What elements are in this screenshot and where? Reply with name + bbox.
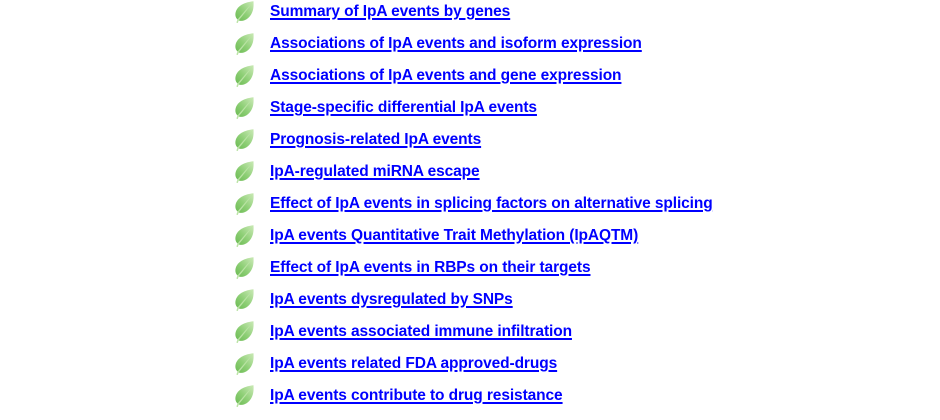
list-item-link[interactable]: Prognosis-related IpA events — [270, 131, 482, 148]
list-item[interactable]: Associations of IpA events and gene expr… — [232, 60, 622, 92]
list-item[interactable]: IpA events related FDA approved-drugs — [232, 348, 557, 380]
list-item[interactable]: IpA events contribute to drug resistance — [232, 380, 563, 412]
list-item-link[interactable]: Associations of IpA events and gene expr… — [270, 67, 622, 84]
list-item-link[interactable]: Effect of IpA events in splicing factors… — [270, 195, 713, 212]
list-item[interactable]: IpA events dysregulated by SNPs — [232, 284, 513, 316]
list-item[interactable]: Summary of IpA events by genes — [232, 0, 510, 28]
list-item-link[interactable]: Effect of IpA events in RBPs on their ta… — [270, 259, 591, 276]
list-item[interactable]: IpA events Quantitative Trait Methylatio… — [232, 220, 638, 252]
leaf-icon — [232, 159, 258, 185]
leaf-icon — [232, 383, 258, 409]
list-item[interactable]: Effect of IpA events in splicing factors… — [232, 188, 713, 220]
list-item-link[interactable]: IpA events related FDA approved-drugs — [270, 355, 558, 372]
leaf-icon — [232, 63, 258, 89]
list-item[interactable]: IpA-regulated miRNA escape — [232, 156, 480, 188]
leaf-icon — [232, 255, 258, 281]
list-item-link[interactable]: Associations of IpA events and isoform e… — [270, 35, 642, 52]
leaf-icon — [232, 351, 258, 377]
leaf-icon — [232, 31, 258, 57]
list-item-link[interactable]: IpA events Quantitative Trait Methylatio… — [270, 227, 639, 244]
leaf-icon — [232, 191, 258, 217]
list-item-link[interactable]: IpA events contribute to drug resistance — [270, 387, 563, 404]
list-item-link[interactable]: IpA events dysregulated by SNPs — [270, 291, 513, 308]
leaf-icon — [232, 287, 258, 313]
leaf-icon — [232, 95, 258, 121]
leaf-icon — [232, 223, 258, 249]
list-item[interactable]: Effect of IpA events in RBPs on their ta… — [232, 252, 591, 284]
leaf-icon — [232, 127, 258, 153]
list-item[interactable]: Prognosis-related IpA events — [232, 124, 481, 156]
list-item-link[interactable]: IpA events associated immune infiltratio… — [270, 323, 572, 340]
list-item-link[interactable]: Stage-specific differential IpA events — [270, 99, 537, 116]
list-item[interactable]: IpA events associated immune infiltratio… — [232, 316, 572, 348]
leaf-icon — [232, 319, 258, 345]
list-item[interactable]: Stage-specific differential IpA events — [232, 92, 537, 124]
list-item-link[interactable]: IpA-regulated miRNA escape — [270, 163, 480, 180]
leaf-icon — [232, 0, 258, 25]
list-item[interactable]: Associations of IpA events and isoform e… — [232, 28, 642, 60]
list-item-link[interactable]: Summary of IpA events by genes — [270, 3, 511, 20]
